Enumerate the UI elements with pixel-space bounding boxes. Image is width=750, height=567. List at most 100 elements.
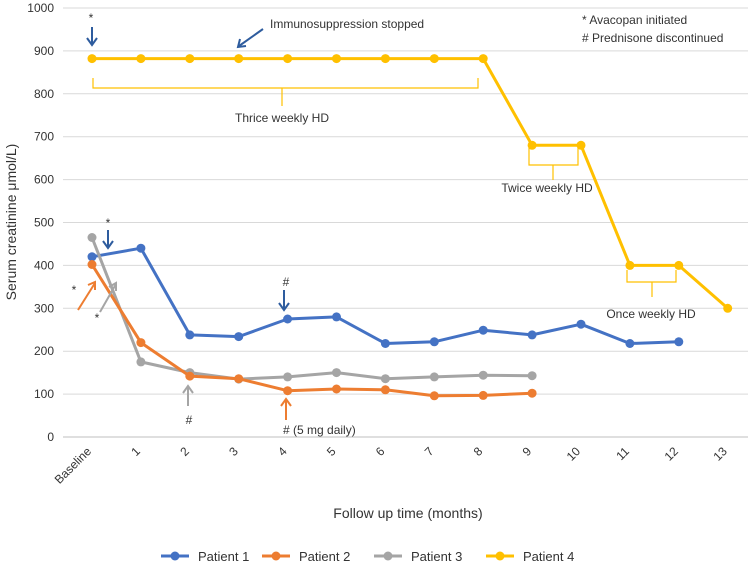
arrow-avacopan-p1 xyxy=(102,230,114,250)
annotation-arrows xyxy=(77,27,292,420)
y-tick-label: 1000 xyxy=(27,1,54,15)
x-tick-label: 10 xyxy=(564,444,584,464)
data-point-patient-3 xyxy=(478,370,488,380)
data-point-patient-1 xyxy=(234,332,244,342)
annotation-immunosuppression: Immunosuppression stopped xyxy=(270,17,424,31)
y-tick-label: 400 xyxy=(34,258,54,272)
data-point-patient-4 xyxy=(527,140,537,150)
y-tick-label: 700 xyxy=(34,130,54,144)
annotation-twice-weekly: Twice weekly HD xyxy=(501,181,593,195)
data-point-patient-4 xyxy=(136,54,146,64)
x-tick-label: 8 xyxy=(471,444,486,459)
twice-weekly-bracket xyxy=(528,148,579,180)
legend: Patient 1 Patient 2 Patient 3 Patient 4 xyxy=(161,549,574,564)
series-layer xyxy=(87,54,733,401)
data-point-patient-1 xyxy=(380,339,390,348)
x-tick-label: 12 xyxy=(662,444,682,464)
data-point-patient-2 xyxy=(429,391,439,401)
legend-item-patient-1[interactable]: Patient 1 xyxy=(161,549,249,564)
y-tick-label: 800 xyxy=(34,87,54,101)
legend-item-patient-3[interactable]: Patient 3 xyxy=(374,549,462,564)
arrow-avacopan-p2 xyxy=(77,280,96,311)
arrow-avacopan-p3 xyxy=(99,281,117,313)
x-axis-ticks: Baseline 1 2 3 4 5 6 7 8 9 10 11 12 13 xyxy=(52,444,730,487)
y-tick-label: 100 xyxy=(34,387,54,401)
series-line-patient-2 xyxy=(90,263,533,398)
series-line-patient-4 xyxy=(92,57,729,310)
data-point-patient-1 xyxy=(576,319,586,329)
legend-note-prednisone: # Prednisone discontinued xyxy=(582,31,723,45)
annotation-star: * xyxy=(89,11,94,25)
annotation-thrice-weekly: Thrice weekly HD xyxy=(235,111,329,125)
data-point-patient-2 xyxy=(234,374,244,384)
arrow-prednisone-p1 xyxy=(278,290,290,312)
data-point-patient-3 xyxy=(136,357,146,367)
y-axis-ticks: 0 100 200 300 400 500 600 700 800 900 1000 xyxy=(27,1,54,444)
arrow-prednisone-p2 xyxy=(280,397,292,420)
data-point-patient-1 xyxy=(87,252,97,262)
y-axis-title: Serum creatinine μmol/L) xyxy=(3,144,19,301)
x-tick-label: 7 xyxy=(422,444,437,459)
data-point-patient-4 xyxy=(625,260,635,270)
data-point-patient-3 xyxy=(332,368,341,378)
arrow-prednisone-p3 xyxy=(182,384,194,406)
x-tick-label: Baseline xyxy=(52,444,95,487)
legend-label-patient-4: Patient 4 xyxy=(523,549,574,564)
legend-label-patient-3: Patient 3 xyxy=(411,549,462,564)
x-tick-label: 13 xyxy=(710,444,730,464)
x-tick-label: 11 xyxy=(613,444,632,463)
legend-item-patient-2[interactable]: Patient 2 xyxy=(262,549,350,564)
x-tick-label: 2 xyxy=(177,444,192,459)
data-point-patient-2 xyxy=(283,386,293,396)
data-point-patient-3 xyxy=(429,372,439,382)
x-tick-label: 4 xyxy=(275,444,290,459)
data-point-patient-1 xyxy=(429,337,439,347)
y-tick-label: 500 xyxy=(34,216,54,230)
data-point-patient-2 xyxy=(478,390,488,400)
data-point-patient-1 xyxy=(283,314,293,324)
data-point-patient-4 xyxy=(185,54,195,64)
x-tick-label: 5 xyxy=(324,444,339,459)
annotation-hash-5mg: # (5 mg daily) xyxy=(283,423,356,437)
hd-brackets xyxy=(92,78,677,297)
data-point-patient-4 xyxy=(380,54,390,64)
once-weekly-bracket xyxy=(626,270,677,297)
data-point-patient-4 xyxy=(576,140,586,150)
y-tick-label: 600 xyxy=(34,173,54,187)
data-point-patient-2 xyxy=(380,385,390,395)
thrice-weekly-bracket xyxy=(92,78,479,106)
x-tick-label: 3 xyxy=(226,444,241,459)
arrow-avacopan-p4 xyxy=(86,27,98,47)
legend-label-patient-1: Patient 1 xyxy=(198,549,249,564)
data-point-patient-1 xyxy=(136,243,146,253)
data-point-patient-1 xyxy=(527,330,537,340)
legend-item-patient-4[interactable]: Patient 4 xyxy=(486,549,574,564)
y-tick-label: 0 xyxy=(47,430,54,444)
series-line-patient-3 xyxy=(90,236,533,381)
x-tick-label: 1 xyxy=(128,444,143,459)
data-point-patient-1 xyxy=(674,337,684,347)
data-point-patient-2 xyxy=(332,384,341,394)
annotation-hash: # xyxy=(186,413,193,427)
y-tick-label: 300 xyxy=(34,301,54,315)
data-point-patient-3 xyxy=(283,372,293,382)
annotation-star: * xyxy=(72,283,77,297)
data-point-patient-4 xyxy=(332,54,341,64)
data-point-patient-3 xyxy=(527,371,537,381)
legend-label-patient-2: Patient 2 xyxy=(299,549,350,564)
annotation-hash: # xyxy=(283,275,290,289)
data-point-patient-4 xyxy=(283,54,293,64)
x-tick-label: 9 xyxy=(520,444,535,459)
data-point-patient-2 xyxy=(185,371,195,381)
annotation-star: * xyxy=(106,216,111,230)
data-point-patient-4 xyxy=(478,54,488,64)
data-point-patient-3 xyxy=(380,374,390,384)
gridlines xyxy=(63,7,748,438)
annotation-once-weekly: Once weekly HD xyxy=(606,307,696,321)
series-line-patient-1 xyxy=(91,246,679,345)
y-tick-label: 200 xyxy=(34,344,54,358)
data-point-patient-1 xyxy=(478,325,488,335)
x-tick-label: 6 xyxy=(373,444,388,459)
legend-note-avacopan: * Avacopan initiated xyxy=(582,13,687,27)
